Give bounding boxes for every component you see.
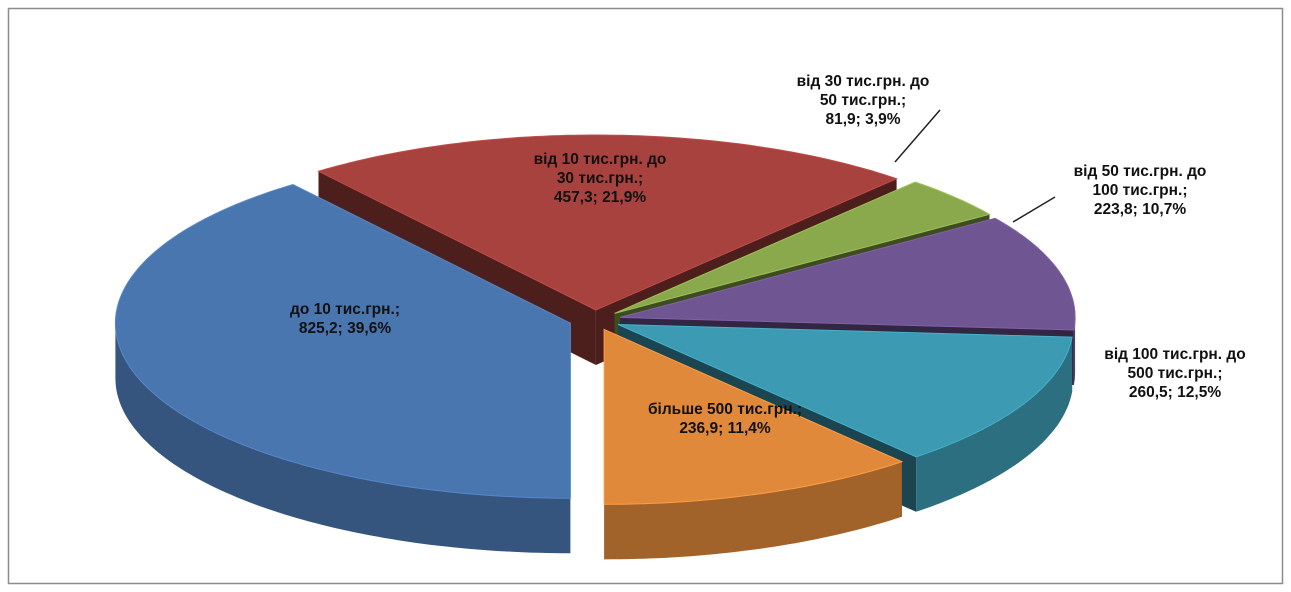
label-category: від 10 тис.грн. до 30 тис.грн.; (533, 151, 667, 187)
data-label: від 100 тис.грн. до 500 тис.грн.; 260,5; … (1095, 345, 1255, 402)
slice (603, 328, 904, 560)
label-value: 21,9% (602, 189, 647, 206)
slice-top (317, 134, 898, 311)
slice-side (604, 461, 902, 560)
label-value: 12,5% (1177, 384, 1222, 401)
label-value: 11,4% (727, 420, 771, 437)
label-category: від 50 тис.грн. до 100 тис.грн.; (1073, 163, 1207, 199)
slice-side (115, 323, 571, 554)
leader-line (894, 109, 941, 163)
slice-side (1073, 317, 1076, 385)
slice-top (617, 324, 1073, 458)
label-value: 223,8; (1093, 201, 1138, 218)
slice-top (114, 183, 571, 499)
label-category: більше 500 тис.грн.; (647, 401, 803, 418)
label-value: 10,7% (1142, 201, 1187, 218)
label-value: 457,3; (553, 189, 598, 206)
label-category: від 30 тис.грн. до 50 тис.грн.; (796, 73, 930, 109)
data-label: до 10 тис.грн.; 825,2; 39,6% (240, 300, 450, 338)
data-label: від 50 тис.грн. до 100 тис.грн.; 223,8; 1… (1060, 162, 1220, 219)
label-value: 81,9; (825, 111, 861, 128)
label-value: 236,9; (679, 420, 724, 437)
slice-top (603, 328, 904, 505)
data-label: від 10 тис.грн. до 30 тис.грн.; 457,3; 21… (525, 150, 675, 207)
slice (114, 183, 571, 554)
label-category: від 100 тис.грн. до 500 тис.грн.; (1104, 346, 1246, 382)
label-value: 825,2; (298, 320, 343, 337)
leader-line (1012, 196, 1056, 223)
label-value: 39,6% (347, 320, 392, 337)
label-category: до 10 тис.грн.; (290, 301, 400, 318)
data-label: від 30 тис.грн. до 50 тис.грн.; 81,9; 3,9… (788, 72, 938, 129)
data-label: більше 500 тис.грн.; 236,9; 11,4% (620, 400, 830, 438)
slice-top (619, 217, 1076, 331)
label-value: 260,5; (1128, 384, 1173, 401)
slice-side (916, 337, 1073, 512)
slice-top (614, 181, 991, 314)
label-value: 3,9% (865, 111, 901, 128)
